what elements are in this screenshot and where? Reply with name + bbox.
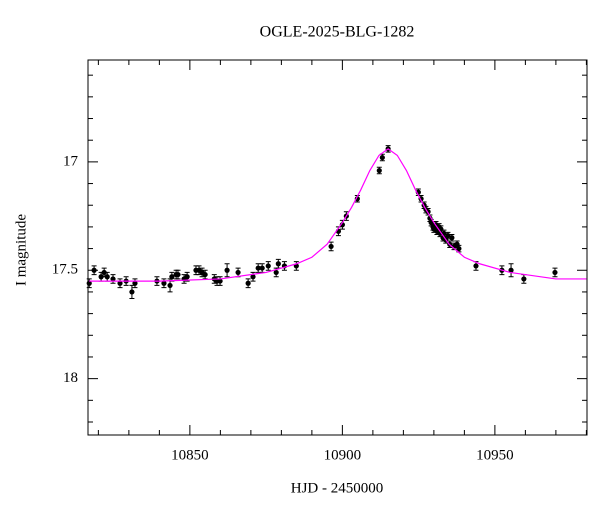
data-point: [259, 265, 265, 271]
data-point: [250, 274, 256, 280]
data-point: [445, 232, 451, 239]
data-point: [110, 276, 116, 282]
data-point: [202, 271, 208, 278]
data-point: [98, 274, 104, 280]
data-point: [449, 235, 455, 241]
data-point: [161, 280, 167, 286]
y-tick-label: 18: [63, 370, 78, 386]
data-point: [376, 167, 382, 174]
data-point: [245, 280, 251, 286]
data-point: [473, 263, 479, 269]
y-axis-label: I magnitude: [13, 214, 29, 286]
data-point: [235, 269, 241, 276]
model-curve: [89, 148, 587, 282]
data-point: [175, 271, 181, 278]
data-point: [104, 274, 110, 280]
data-point: [184, 274, 190, 280]
x-tick-label: 10900: [324, 447, 362, 463]
data-point: [132, 280, 138, 286]
data-point: [273, 269, 279, 276]
x-axis-label: HJD - 2450000: [291, 480, 384, 496]
x-tick-label: 10850: [171, 447, 209, 463]
data-point: [117, 280, 123, 286]
data-point: [217, 278, 223, 284]
y-tick-label: 17: [63, 153, 79, 169]
data-point: [265, 263, 271, 269]
data-point: [508, 267, 514, 273]
data-point: [255, 265, 261, 271]
data-point: [86, 280, 92, 286]
data-point: [552, 269, 558, 276]
data-point: [169, 274, 175, 280]
data-point: [521, 276, 527, 282]
y-tick-label: 17.5: [52, 262, 78, 278]
data-point: [328, 243, 334, 250]
data-point: [456, 245, 462, 252]
plot-frame: [87, 59, 588, 436]
data-point: [275, 261, 281, 267]
data-point: [224, 267, 230, 273]
data-point: [379, 154, 385, 161]
data-point: [129, 289, 135, 295]
x-tick-label: 10950: [476, 447, 514, 463]
data-point: [101, 269, 107, 276]
data-point: [167, 282, 173, 289]
data-point: [91, 267, 97, 273]
chart-title: OGLE-2025-BLG-1282: [260, 24, 415, 41]
